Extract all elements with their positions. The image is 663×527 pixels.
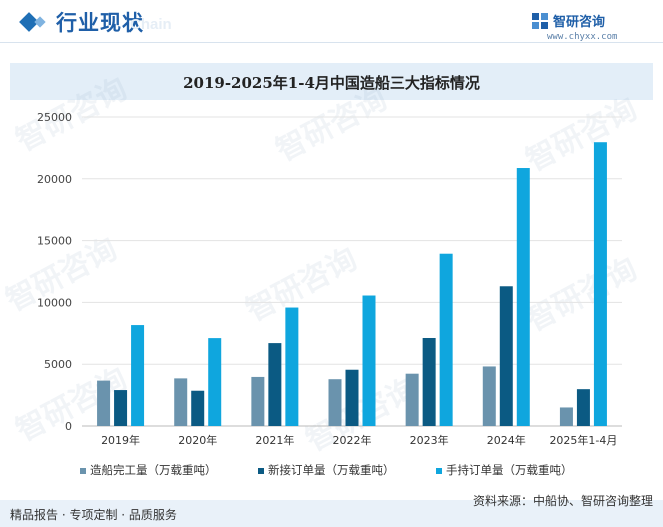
bar (559, 407, 573, 426)
legend-item: 手持订单量（万载重吨） (436, 462, 573, 478)
x-tick-label: 2024年 (487, 433, 526, 447)
footer-source: 资料来源：中船协、智研咨询整理 (472, 494, 653, 508)
legend-label: 造船完工量（万载重吨） (90, 463, 217, 477)
bar-chart: 0 5000 10000 15000 20000 25000 2019年 2020年 2021年… (37, 111, 622, 447)
logo-url: www.chyxx.com (547, 32, 618, 42)
header-divider (0, 42, 663, 43)
diamond-small-icon (34, 16, 46, 28)
legend-swatch (436, 467, 442, 474)
chart-title: 2019-2025年1-4月中国造船三大指标情况 (183, 74, 480, 92)
footer-slogan: 精品报告 · 专项定制 · 品质服务 (10, 508, 177, 522)
x-tick-label: 2019年 (101, 433, 140, 447)
zhiyan-logo-icon (532, 13, 548, 29)
bar (268, 343, 282, 426)
chart-legend: 造船完工量（万载重吨） 新接订单量（万载重吨） 手持订单量（万载重吨） (80, 462, 600, 478)
bar (405, 373, 419, 426)
bar (191, 390, 205, 426)
y-tick-label: 20000 (37, 173, 72, 186)
bar (174, 378, 188, 426)
y-tick-label: 0 (65, 420, 72, 433)
section-header: 行业现状 Chain (0, 0, 663, 46)
brand-logo: 智研咨询 www.chyxx.com (531, 10, 651, 44)
legend-item: 造船完工量（万载重吨） (80, 462, 217, 478)
bar (362, 295, 376, 426)
bar (593, 142, 607, 426)
bar (114, 390, 128, 426)
legend-label: 新接订单量（万载重吨） (268, 463, 395, 477)
bar (208, 338, 222, 426)
section-title: 行业现状 (56, 11, 144, 35)
bar (482, 366, 496, 426)
bar (576, 389, 590, 426)
x-tick-label: 2020年 (178, 433, 217, 447)
bar (328, 379, 342, 426)
footer-bar: 精品报告 · 专项定制 · 品质服务 (0, 500, 663, 527)
y-tick-label: 5000 (44, 358, 72, 371)
header-ghost-text: Chain (130, 16, 172, 33)
bar (285, 307, 299, 426)
y-tick-label: 15000 (37, 235, 72, 248)
y-tick-label: 25000 (37, 111, 72, 124)
chart-title-banner: 2019-2025年1-4月中国造船三大指标情况 (10, 63, 653, 100)
legend-swatch (258, 467, 264, 474)
bar (516, 168, 530, 426)
y-tick-label: 10000 (37, 296, 72, 309)
x-tick-label: 2022年 (333, 433, 372, 447)
logo-name: 智研咨询 (553, 15, 606, 30)
legend-swatch (80, 467, 86, 474)
x-tick-label: 2023年 (410, 433, 449, 447)
legend-label: 手持订单量（万载重吨） (446, 463, 573, 477)
bar (439, 253, 453, 426)
bar (345, 369, 359, 426)
bar (97, 380, 111, 426)
x-tick-label: 2025年1-4月 (549, 433, 617, 447)
bar (131, 325, 145, 426)
bar (251, 376, 265, 426)
bar (499, 286, 513, 426)
x-tick-label: 2021年 (255, 433, 294, 447)
legend-item: 新接订单量（万载重吨） (258, 462, 395, 478)
bar (422, 337, 436, 426)
